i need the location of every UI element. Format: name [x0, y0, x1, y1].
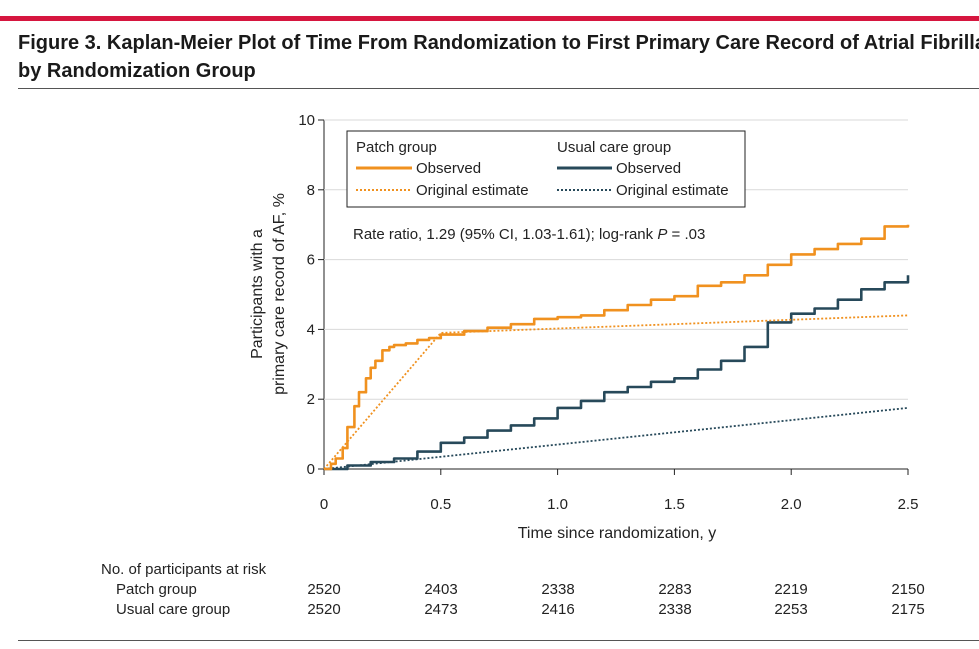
y-axis-title-line-1: Participants with a	[249, 229, 266, 359]
x-tick-label: 1.5	[664, 496, 685, 513]
usual-care-observed-line	[324, 275, 910, 471]
y-tick-label: 2	[307, 391, 315, 408]
risk-row-label-usual: Usual care group	[116, 601, 231, 618]
legend-label-usual-estimate: Original estimate	[616, 182, 729, 199]
legend-label-usual-observed: Observed	[616, 160, 681, 177]
risk-value-usual-1: 2473	[424, 601, 458, 618]
bottom-divider	[18, 640, 979, 641]
risk-table-title: No. of participants at risk	[101, 561, 267, 578]
legend-heading-patch: Patch group	[356, 139, 437, 156]
legend-label-patch-estimate: Original estimate	[416, 182, 529, 199]
annotation-p: P	[657, 226, 667, 243]
y-tick-label: 10	[298, 112, 315, 129]
risk-value-patch-1: 2403	[424, 581, 458, 598]
risk-row-label-patch: Patch group	[116, 581, 197, 598]
x-tick-label: 2.5	[898, 496, 919, 513]
x-tick-label: 0.5	[430, 496, 451, 513]
kaplan-meier-chart: 0 2 4 6 8 10 0 0.5 1.0 1.5 2.0 2.5 Patch group Obse…	[249, 112, 918, 542]
annotation-suffix: = .03	[667, 226, 705, 243]
y-tick-label: 4	[307, 321, 315, 338]
annotation-prefix: Rate ratio, 1.29 (95% CI, 1.03-1.61); lo…	[353, 226, 657, 243]
figure-title-line-2: by Randomization Group	[18, 60, 256, 82]
title-divider	[18, 88, 979, 89]
risk-value-usual-3: 2338	[658, 601, 692, 618]
figure-title-line-1: Figure 3. Kaplan-Meier Plot of Time From…	[18, 32, 979, 54]
usual-care-estimate-line	[323, 407, 909, 470]
chart-series	[323, 224, 910, 471]
y-tick-label: 6	[307, 252, 315, 269]
figure-title: Figure 3. Kaplan-Meier Plot of Time From…	[18, 29, 979, 85]
risk-value-patch-2: 2338	[541, 581, 575, 598]
y-tick-label: 8	[307, 182, 315, 199]
chart-legend: Patch group Observed Original estimate U…	[346, 130, 746, 208]
y-axis-title-line-2: primary care record of AF, %	[271, 193, 288, 395]
legend-box	[346, 130, 746, 208]
risk-value-patch-0: 2520	[307, 581, 341, 598]
risk-value-patch-4: 2219	[774, 581, 808, 598]
risk-value-usual-0: 2520	[307, 601, 341, 618]
legend-label-patch-observed: Observed	[416, 160, 481, 177]
patch-observed-line	[324, 224, 910, 471]
legend-heading-usual: Usual care group	[557, 139, 671, 156]
risk-value-patch-5: 2150	[891, 581, 925, 598]
x-tick-label: 2.0	[781, 496, 802, 513]
figure-accent-bar	[0, 16, 979, 21]
risk-value-usual-2: 2416	[541, 601, 575, 618]
chart-axes: 0 2 4 6 8 10 0 0.5 1.0 1.5 2.0 2.5	[298, 112, 918, 513]
risk-value-usual-5: 2175	[891, 601, 925, 618]
risk-value-usual-4: 2253	[774, 601, 808, 618]
risk-value-patch-3: 2283	[658, 581, 692, 598]
x-tick-label: 1.0	[547, 496, 568, 513]
x-axis-title: Time since randomization, y	[518, 525, 717, 542]
y-tick-label: 0	[307, 461, 315, 478]
rate-ratio-annotation: Rate ratio, 1.29 (95% CI, 1.03-1.61); lo…	[353, 226, 705, 243]
x-tick-label: 0	[320, 496, 328, 513]
